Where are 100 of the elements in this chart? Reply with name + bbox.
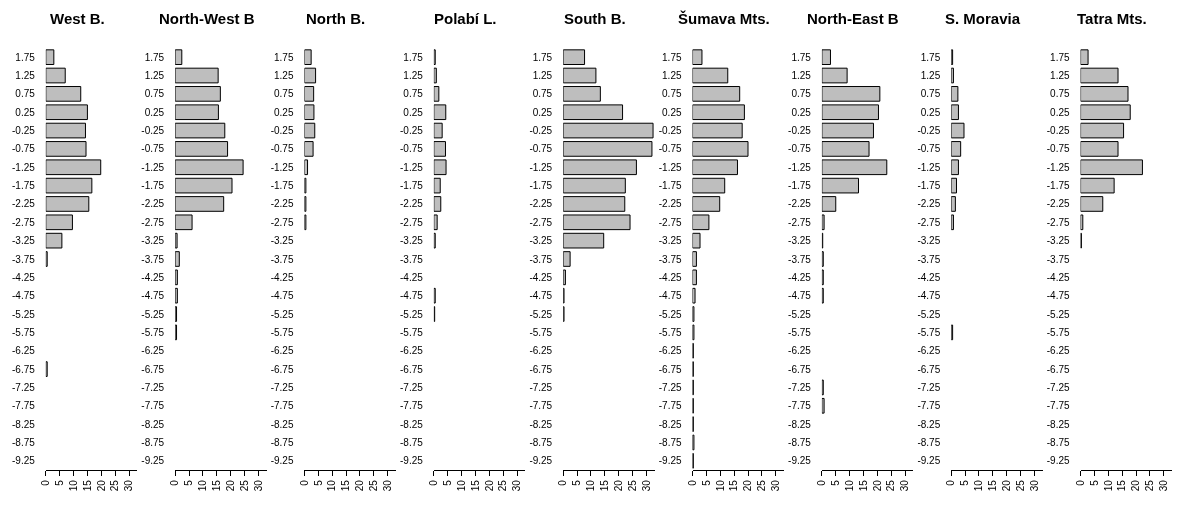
x-tick-label: 30 [123, 479, 135, 492]
bar [433, 104, 447, 121]
bar [951, 141, 962, 157]
y-tick-label: -9.25 [400, 455, 424, 467]
bar [1080, 122, 1125, 139]
x-tick-label: 0 [816, 479, 828, 486]
x-tick-label: 15 [987, 479, 999, 492]
x-tick-label: 5 [441, 479, 453, 486]
y-tick-label: -2.75 [141, 216, 165, 228]
y-tick-label: -0.25 [270, 125, 294, 137]
x-tick-label: 5 [312, 479, 324, 486]
bar [175, 67, 219, 84]
y-tick-label: -1.25 [400, 161, 424, 173]
y-tick-label: -2.75 [788, 216, 812, 228]
y-tick-label: 0.25 [920, 106, 941, 118]
y-tick-label: -0.25 [658, 125, 682, 137]
y-tick-label: -5.75 [270, 326, 294, 338]
y-tick-label: -0.25 [788, 125, 812, 137]
bar [951, 86, 959, 102]
bar [821, 86, 881, 102]
y-tick-label: -5.75 [788, 326, 812, 338]
y-tick-label: -7.25 [917, 381, 941, 393]
y-tick-label: 0.25 [532, 106, 553, 118]
bar [45, 214, 73, 231]
y-tick-label: 0.75 [403, 88, 424, 100]
y-tick-label: -8.75 [529, 436, 553, 448]
bar [563, 49, 586, 66]
y-tick-label: -3.25 [270, 235, 294, 247]
y-tick-label: -3.75 [1046, 253, 1071, 265]
y-tick-label: -3.25 [12, 235, 36, 247]
bar [563, 196, 626, 212]
bar [821, 67, 848, 84]
bar [692, 122, 743, 139]
y-tick-label: -3.25 [658, 235, 682, 247]
y-tick-label: 0.75 [920, 88, 941, 100]
y-tick-label: -8.75 [788, 436, 812, 448]
y-tick-label: -0.25 [12, 125, 36, 137]
y-tick-label: 0.25 [274, 106, 294, 118]
x-tick-label: 20 [483, 479, 495, 492]
x-tick-label: 15 [469, 479, 481, 492]
x-tick-label: 15 [340, 479, 352, 492]
x-tick-label: 10 [843, 479, 855, 492]
y-tick-label: -5.25 [141, 308, 165, 320]
bar [563, 251, 571, 267]
bar [951, 104, 959, 121]
y-tick-label: -1.75 [141, 180, 165, 192]
bar [304, 141, 314, 157]
y-tick-label: 0.75 [791, 88, 812, 100]
chart-title: North-West B [159, 10, 255, 27]
y-tick-label: -3.25 [788, 235, 812, 247]
y-tick-label: -1.25 [529, 161, 553, 173]
x-tick-label: 5 [700, 479, 712, 486]
y-tick-label: -5.25 [788, 308, 812, 320]
y-tick-label: 1.25 [662, 70, 682, 82]
y-tick-label: -2.25 [917, 198, 941, 210]
y-tick-label: -7.75 [270, 400, 294, 412]
x-tick-label: 25 [238, 479, 250, 492]
y-tick-label: -6.75 [529, 363, 553, 375]
bar [692, 214, 710, 231]
x-tick-label: 20 [1000, 479, 1012, 492]
y-tick-label: -6.25 [917, 345, 941, 357]
x-tick-label: 0 [428, 479, 440, 486]
x-tick-label: 10 [326, 479, 338, 492]
bar [821, 49, 831, 66]
y-tick-label: -6.75 [1046, 363, 1071, 375]
y-tick-label: -5.75 [400, 326, 424, 338]
y-tick-label: -9.25 [1046, 455, 1071, 467]
x-tick-label: 30 [899, 479, 911, 492]
y-tick-label: -7.25 [12, 381, 36, 393]
x-tick-label: 20 [742, 479, 754, 492]
y-tick-label: 1.75 [144, 51, 165, 63]
y-tick-label: 1.25 [274, 70, 294, 82]
y-tick-label: -4.25 [529, 271, 553, 283]
x-tick-label: 0 [169, 479, 181, 486]
bar [692, 251, 697, 267]
bar [433, 177, 441, 194]
bar [692, 287, 696, 304]
x-tick-label: 25 [1144, 479, 1156, 492]
bar [951, 122, 965, 139]
y-tick-label: -4.75 [788, 290, 812, 302]
y-tick-label: -7.75 [1046, 400, 1071, 412]
y-tick-label: -0.25 [1046, 125, 1071, 137]
y-tick-label: -5.25 [917, 308, 941, 320]
x-tick-label: 25 [109, 479, 121, 492]
y-tick-label: 0.75 [144, 88, 165, 100]
y-tick-label: -1.25 [270, 161, 294, 173]
y-tick-label: 0.75 [662, 88, 682, 100]
y-tick-label: -1.75 [529, 180, 553, 192]
bar [563, 104, 624, 121]
y-tick-label: 0.75 [15, 88, 36, 100]
y-tick-label: -8.25 [529, 418, 553, 430]
y-tick-label: -8.75 [270, 436, 294, 448]
y-tick-label: -5.25 [12, 308, 36, 320]
bar [692, 67, 729, 84]
bar [175, 196, 225, 212]
y-tick-label: -6.25 [141, 345, 165, 357]
y-tick-label: -0.25 [400, 125, 424, 137]
chart-title: S. Moravia [945, 10, 1021, 27]
y-tick-label: -2.75 [658, 216, 682, 228]
y-tick-label: 0.25 [791, 106, 812, 118]
